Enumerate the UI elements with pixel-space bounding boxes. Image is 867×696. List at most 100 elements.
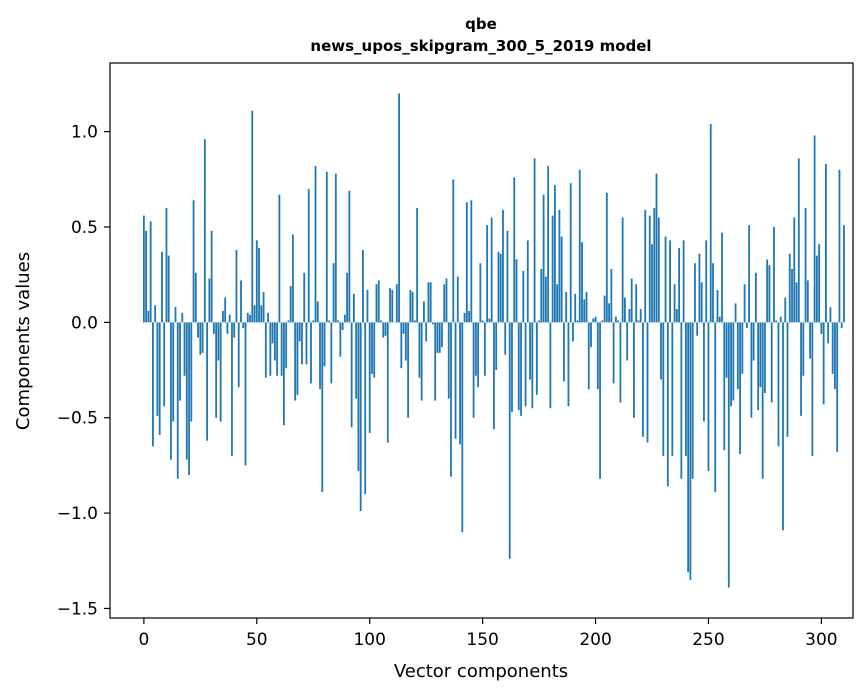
bar-106 (382, 322, 385, 338)
bar-200 (594, 316, 597, 323)
bar-159 (502, 209, 504, 323)
bar-128 (432, 322, 434, 325)
bar-194 (581, 242, 583, 323)
bar-112 (395, 284, 398, 323)
bar-235 (673, 284, 676, 323)
bar-274 (761, 322, 764, 479)
bar-206 (608, 303, 610, 323)
bar-138 (454, 322, 457, 439)
bar-296 (811, 322, 814, 456)
bar-247 (700, 282, 703, 323)
bar-256 (721, 232, 723, 323)
bar-118 (409, 289, 412, 323)
x-tick-label: 300 (805, 630, 837, 650)
bar-291 (800, 322, 802, 416)
bar-292 (802, 322, 805, 376)
bar-270 (752, 322, 755, 361)
bar-188 (567, 322, 570, 407)
bar-131 (438, 322, 441, 353)
bar-4 (152, 322, 154, 447)
bar-254 (716, 289, 719, 323)
bar-69 (298, 322, 301, 342)
bar-49 (253, 305, 256, 323)
bar-278 (770, 322, 773, 403)
bar-125 (425, 322, 428, 342)
bar-283 (782, 322, 784, 531)
bar-287 (791, 268, 793, 323)
bar-242 (689, 322, 692, 580)
bar-293 (804, 207, 807, 323)
bar-158 (499, 253, 502, 323)
bar-224 (648, 215, 651, 323)
bar-59 (276, 322, 279, 376)
bar-110 (391, 289, 394, 323)
bar-101 (371, 322, 373, 374)
bar-48 (251, 110, 254, 323)
bar-66 (292, 234, 294, 323)
bar-62 (282, 322, 285, 426)
bar-169 (524, 322, 527, 407)
x-axis-label: Vector components (394, 661, 568, 682)
bar-64 (287, 320, 290, 323)
bar-96 (359, 322, 362, 512)
bar-205 (605, 192, 608, 323)
bar-310 (843, 225, 845, 323)
bar-175 (538, 320, 540, 323)
bar-149 (479, 263, 482, 323)
bar-74 (310, 322, 312, 384)
bar-275 (764, 322, 766, 393)
bar-153 (488, 318, 491, 323)
bar-113 (398, 93, 400, 323)
bar-288 (793, 217, 796, 323)
bar-183 (556, 284, 559, 323)
bar-89 (343, 314, 346, 323)
bar-75 (312, 320, 315, 323)
bar-221 (642, 322, 644, 437)
bar-67 (294, 322, 297, 401)
bar-187 (565, 291, 568, 323)
bar-255 (718, 316, 721, 323)
bar-155 (493, 322, 495, 430)
bar-135 (447, 322, 450, 399)
bar-37 (226, 322, 229, 334)
bar-126 (427, 282, 430, 323)
bar-307 (836, 322, 839, 453)
bar-172 (531, 322, 534, 409)
bar-84 (332, 263, 335, 323)
x-tick-label: 150 (466, 630, 498, 650)
bar-237 (678, 248, 681, 323)
bar-163 (511, 322, 513, 413)
bar-269 (750, 322, 753, 418)
bar-3 (149, 221, 152, 323)
bar-174 (535, 322, 538, 395)
bar-295 (809, 322, 811, 359)
bar-281 (777, 322, 780, 447)
bar-122 (418, 322, 421, 378)
bar-179 (547, 165, 550, 323)
bar-210 (617, 320, 620, 323)
bar-71 (303, 272, 306, 323)
bar-27 (203, 139, 206, 323)
bar-240 (684, 322, 687, 456)
bar-107 (384, 322, 387, 336)
bar-272 (757, 322, 760, 411)
bar-308 (838, 169, 841, 323)
bar-294 (806, 280, 809, 323)
bar-150 (481, 320, 484, 323)
bar-34 (219, 322, 222, 422)
bar-33 (217, 322, 220, 361)
y-tick-label: 0.5 (71, 218, 98, 238)
bar-90 (346, 272, 349, 323)
bar-298 (815, 255, 818, 323)
bar-185 (560, 236, 563, 323)
bar-250 (707, 322, 710, 472)
bar-161 (506, 230, 509, 323)
bar-80 (323, 322, 326, 367)
bar-103 (375, 284, 378, 323)
bar-142 (463, 312, 466, 323)
bar-178 (544, 276, 547, 323)
bar-232 (666, 322, 669, 487)
bar-77 (316, 301, 319, 323)
bar-1 (145, 230, 148, 323)
bar-11 (167, 255, 170, 323)
